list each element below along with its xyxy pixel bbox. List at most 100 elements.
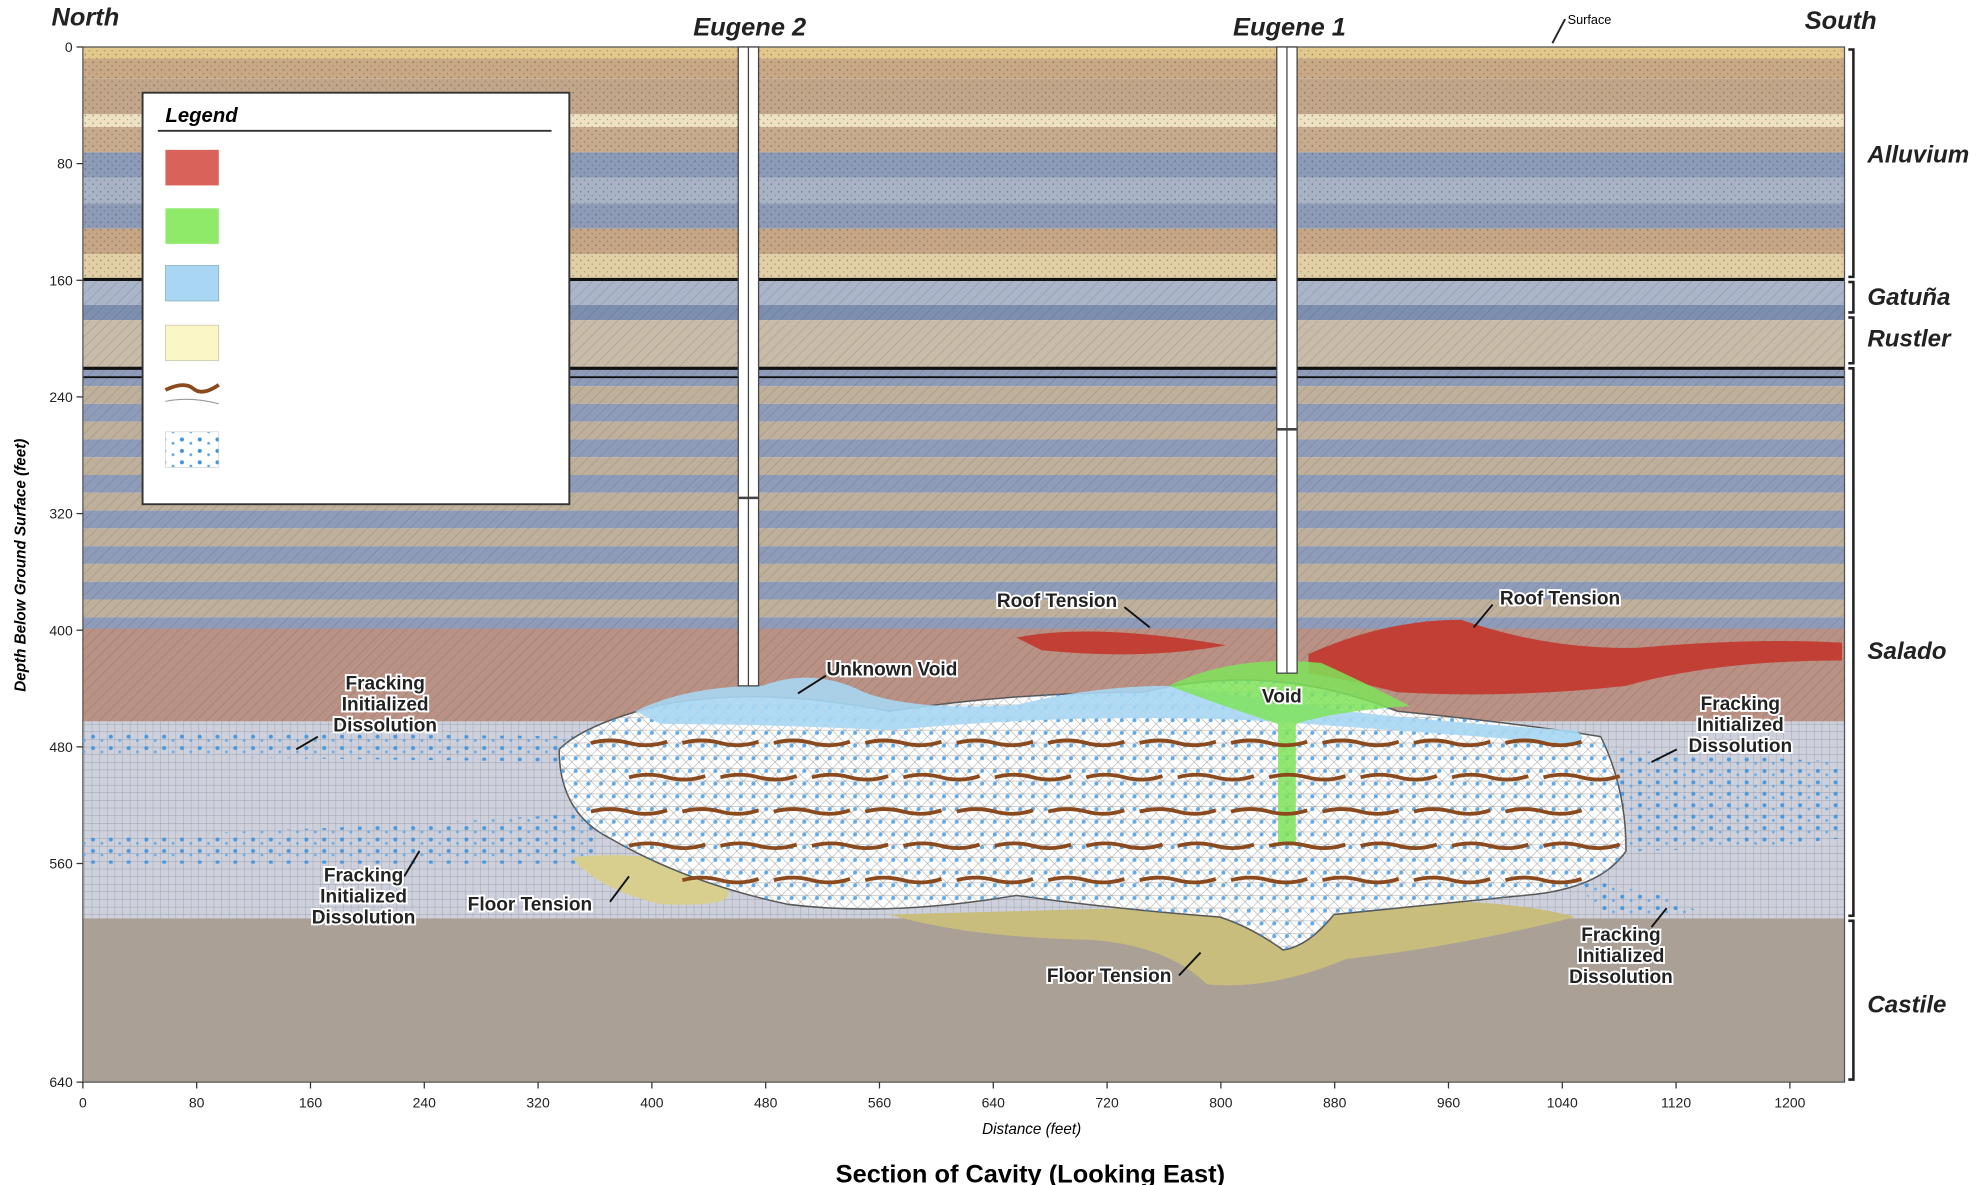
fines-lens <box>1047 807 1125 816</box>
dissolution-zone <box>1613 749 1842 851</box>
fines-lens <box>719 841 798 851</box>
fines-lens <box>628 841 706 851</box>
fines-lens <box>956 875 1034 885</box>
x-tick-label: 1040 <box>1547 1095 1578 1111</box>
fines-lens <box>773 807 851 816</box>
annotation-arrow <box>1123 606 1151 629</box>
dissolution-zone <box>82 730 598 763</box>
stratum <box>82 918 1845 1083</box>
fines-lens <box>1085 841 1164 851</box>
well-label: Eugene 1 <box>1233 14 1346 42</box>
annotation-arrow <box>609 875 630 903</box>
x-tick-label: 80 <box>189 1095 205 1111</box>
y-tick-label: 400 <box>49 622 73 638</box>
fines-lens <box>994 772 1072 782</box>
annotation: Dissolution <box>1689 736 1793 757</box>
fines-lens <box>902 772 981 782</box>
y-axis-label: Depth Below Ground Surface (feet) <box>13 439 30 692</box>
formation-bracket <box>1848 316 1855 365</box>
fines-lens <box>1177 841 1255 851</box>
formation-bracket <box>1848 280 1855 314</box>
annotation-arrow <box>1650 907 1668 928</box>
annotation: Floor Tension <box>1047 966 1172 987</box>
well-label: Eugene 2 <box>693 14 806 42</box>
south-label: South <box>1805 7 1877 35</box>
fines-lens <box>1543 841 1621 851</box>
fines-lens <box>1268 841 1346 851</box>
annotation: Initialized <box>1697 715 1784 736</box>
formation-bracket <box>1848 367 1855 918</box>
annotation-arrow <box>1472 603 1494 629</box>
y-tick-label: 480 <box>49 739 73 755</box>
surface-label: Surface <box>1568 13 1612 27</box>
x-tick-label: 240 <box>413 1095 437 1111</box>
roof-tension <box>1308 619 1842 695</box>
dissolution-zone <box>1575 876 1703 918</box>
fines-lens <box>681 738 760 748</box>
y-tick-label: 80 <box>57 156 73 172</box>
fines-lens <box>1504 738 1583 748</box>
annotation-arrow <box>295 735 319 751</box>
fines-lens <box>1413 875 1491 885</box>
annotation: Fracking <box>1581 925 1660 946</box>
legend-swatch <box>165 265 220 302</box>
features <box>82 46 1842 986</box>
fines-lens <box>1139 875 1217 885</box>
fines-lens <box>1360 772 1438 782</box>
annotation-arrow <box>403 850 421 877</box>
fines-lens <box>681 875 760 885</box>
y-tick-label: 560 <box>49 856 73 872</box>
surface-arrow <box>1551 18 1566 44</box>
floor-tension <box>889 900 1576 986</box>
legend-swatch <box>164 383 220 394</box>
formation-label: Alluvium <box>1866 142 1969 169</box>
x-tick-label: 960 <box>1437 1095 1461 1111</box>
legend: Legend <box>141 91 571 506</box>
stratum-texture <box>82 46 1845 59</box>
y-tick-label: 320 <box>49 506 73 522</box>
annotation: Fracking <box>345 674 424 695</box>
fines-lens <box>864 875 943 885</box>
formation-label: Castile <box>1867 991 1946 1018</box>
x-tick-label: 640 <box>982 1095 1006 1111</box>
fines-lens <box>1047 738 1125 748</box>
annotation: Floor Tension <box>468 895 593 916</box>
legend-swatch <box>165 431 220 468</box>
legend-title: Legend <box>165 105 238 127</box>
formation-label: Rustler <box>1867 326 1952 353</box>
fines-lens <box>811 841 889 851</box>
fines-lens <box>1413 807 1491 816</box>
fines-lens <box>590 738 668 748</box>
annotation: Dissolution <box>1569 967 1673 988</box>
stratum-texture <box>82 58 1845 79</box>
fines-lens <box>1230 807 1308 816</box>
roof-tension <box>1016 631 1226 655</box>
y-tick-label: 160 <box>49 272 73 288</box>
annotation: Dissolution <box>333 716 437 737</box>
fines-lens <box>956 738 1034 748</box>
fines-lens <box>1139 738 1217 748</box>
fines-lens <box>628 772 706 782</box>
fines-lens <box>1504 875 1583 885</box>
x-tick-label: 720 <box>1095 1095 1119 1111</box>
fines-lens <box>773 875 851 885</box>
x-tick-label: 400 <box>640 1095 664 1111</box>
annotation: Initialized <box>1578 946 1665 967</box>
x-tick-label: 800 <box>1209 1095 1233 1111</box>
fines-lens <box>1268 772 1346 782</box>
north-label: North <box>52 3 120 31</box>
fines-lens <box>1322 807 1400 816</box>
formation-bracket <box>1848 919 1855 1081</box>
fines-lens <box>1543 772 1621 782</box>
x-tick-label: 480 <box>754 1095 778 1111</box>
fines-lens <box>1413 738 1491 748</box>
x-tick-label: 160 <box>299 1095 323 1111</box>
legend-swatch <box>165 208 219 244</box>
annotation: Roof Tension <box>997 591 1117 612</box>
fines-lens <box>994 841 1072 851</box>
annotation-arrow <box>1651 748 1678 763</box>
x-tick-label: 880 <box>1323 1095 1347 1111</box>
known-void <box>1168 661 1411 845</box>
annotation: Void <box>1262 686 1302 707</box>
annotation-arrow <box>797 674 827 695</box>
